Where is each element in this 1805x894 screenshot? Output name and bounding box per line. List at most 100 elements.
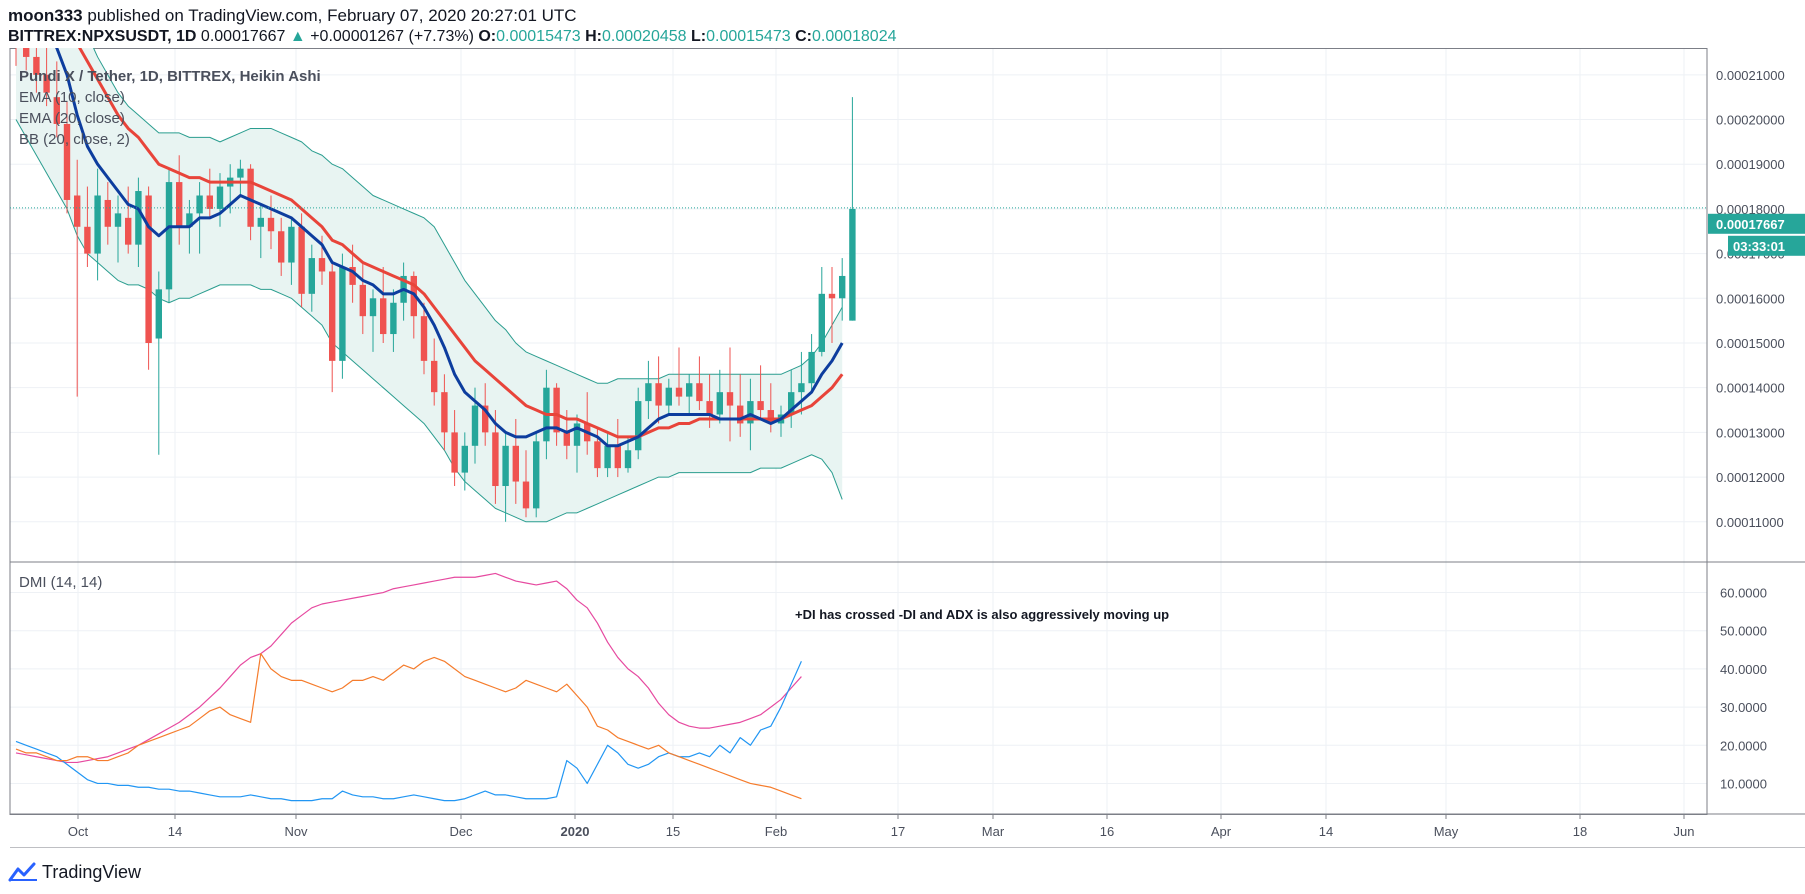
candle-body bbox=[104, 199, 111, 227]
candle-body bbox=[74, 195, 81, 227]
high-label: H: bbox=[585, 28, 602, 45]
low-label: L: bbox=[690, 28, 707, 45]
candle-body bbox=[604, 445, 611, 469]
candle-body bbox=[808, 351, 815, 384]
time-tick-label: 16 bbox=[1100, 824, 1114, 839]
candle-body bbox=[665, 387, 672, 406]
candle-body bbox=[33, 56, 40, 75]
candle-body bbox=[114, 213, 122, 227]
candle-body bbox=[788, 392, 795, 415]
price-tick-label: 0.00016000 bbox=[1716, 291, 1785, 306]
candle-body bbox=[512, 445, 519, 482]
time-tick-label: Jun bbox=[1674, 824, 1695, 839]
time-tick-label: Mar bbox=[982, 824, 1005, 839]
candle-body bbox=[522, 481, 530, 509]
chart-canvas[interactable]: 0.00011000 0.00012000 0.00013000 0.00014000… bbox=[0, 48, 1805, 848]
close-value: 0.00018024 bbox=[811, 28, 897, 45]
candle-body bbox=[155, 289, 162, 339]
change-arrow-icon: ▲ bbox=[289, 28, 306, 45]
candle-body bbox=[431, 360, 438, 393]
tradingview-brand[interactable]: TradingView bbox=[8, 860, 141, 884]
bb-lower-line bbox=[15, 119, 843, 523]
candle-body bbox=[308, 258, 315, 294]
candle-body bbox=[798, 383, 805, 393]
candle-body bbox=[339, 267, 346, 361]
published-text: published on TradingView.com, February 0… bbox=[87, 6, 577, 25]
candle-body bbox=[63, 123, 71, 200]
candle-body bbox=[573, 423, 581, 446]
bb-upper-line bbox=[92, 48, 843, 384]
candle-body bbox=[216, 186, 224, 209]
legend-title: Pundi X / Tether, 1D, BITTREX, Heikin As… bbox=[19, 68, 321, 85]
candle-body bbox=[737, 405, 744, 424]
author-name[interactable]: moon333 bbox=[8, 6, 83, 25]
candle-body bbox=[553, 387, 560, 433]
candle-body bbox=[349, 267, 356, 285]
candle-body bbox=[614, 445, 621, 469]
price-tick-label: 0.00014000 bbox=[1716, 381, 1785, 396]
time-tick-label: 14 bbox=[1319, 824, 1333, 839]
candle-body bbox=[645, 383, 652, 402]
price-tick-label: 0.00013000 bbox=[1716, 425, 1785, 440]
candle-body bbox=[43, 74, 50, 93]
candle-body bbox=[94, 195, 101, 254]
candle-body bbox=[23, 48, 30, 57]
price-badge-bg bbox=[1708, 213, 1805, 234]
symbol-name: BITTREX:NPXSUSDT, 1D bbox=[8, 28, 197, 45]
ema20-line bbox=[78, 48, 844, 439]
candle-body bbox=[716, 392, 723, 415]
candle-body bbox=[84, 226, 91, 254]
candle-body bbox=[176, 182, 183, 227]
candle-body bbox=[441, 392, 448, 433]
legend-bb[interactable]: BB (20, close, 2) bbox=[19, 131, 130, 148]
countdown-badge-bg bbox=[1728, 235, 1805, 256]
candle-body bbox=[471, 405, 479, 446]
candle-body bbox=[767, 410, 774, 424]
candle-body bbox=[206, 195, 213, 209]
candle-body bbox=[288, 226, 295, 263]
candle-body bbox=[53, 97, 60, 124]
candle-body bbox=[125, 217, 132, 245]
candle-body bbox=[451, 432, 458, 473]
candle-body bbox=[329, 271, 336, 361]
price-tick-label: 0.00012000 bbox=[1716, 470, 1785, 485]
candle-body bbox=[369, 298, 377, 317]
adx-line bbox=[15, 572, 802, 764]
ema10-line bbox=[55, 48, 844, 448]
candle-body bbox=[135, 191, 142, 245]
dmi-tick-label: 50.0000 bbox=[1720, 624, 1767, 639]
candle-body bbox=[533, 441, 540, 509]
time-tick-label: May bbox=[1434, 824, 1459, 839]
legend-ema20[interactable]: EMA (20, close) bbox=[19, 110, 125, 127]
candle-body bbox=[849, 208, 856, 321]
candle-body bbox=[196, 195, 203, 214]
candle-body bbox=[839, 275, 846, 299]
dmi-tick-label: 10.0000 bbox=[1720, 776, 1767, 791]
candle-body bbox=[594, 441, 601, 469]
dmi-tick-label: 40.0000 bbox=[1720, 662, 1767, 677]
countdown-badge: 03:33:01 bbox=[1733, 239, 1785, 254]
time-tick-label: 2020 bbox=[561, 824, 590, 839]
dmi-tick-label: 30.0000 bbox=[1720, 700, 1767, 715]
candle-body bbox=[420, 316, 428, 361]
high-value: 0.00020458 bbox=[602, 28, 687, 45]
candle-body bbox=[359, 284, 366, 317]
price-tick-label: 0.00011000 bbox=[1716, 515, 1784, 530]
candle-body bbox=[818, 293, 825, 352]
price-tick-label: 0.00020000 bbox=[1716, 113, 1785, 128]
last-price: 0.00017667 bbox=[200, 28, 286, 45]
symbol-info: BITTREX:NPXSUSDT, 1D 0.00017667 ▲ +0.000… bbox=[8, 28, 897, 46]
legend-ema10[interactable]: EMA (10, close) bbox=[19, 89, 125, 106]
dmi-tick-label: 60.0000 bbox=[1720, 586, 1767, 601]
price-tick-label: 0.00018000 bbox=[1716, 202, 1785, 217]
legend-dmi[interactable]: DMI (14, 14) bbox=[19, 574, 103, 591]
price-pane bbox=[15, 48, 856, 523]
candle-body bbox=[318, 258, 326, 272]
price-tick-label: 0.00015000 bbox=[1716, 336, 1785, 351]
candle-body bbox=[747, 401, 754, 424]
candle-body bbox=[655, 383, 662, 406]
candle-body bbox=[145, 195, 152, 343]
candle-body bbox=[237, 168, 244, 178]
minus-di-line bbox=[15, 653, 802, 800]
open-label: O: bbox=[478, 28, 497, 45]
